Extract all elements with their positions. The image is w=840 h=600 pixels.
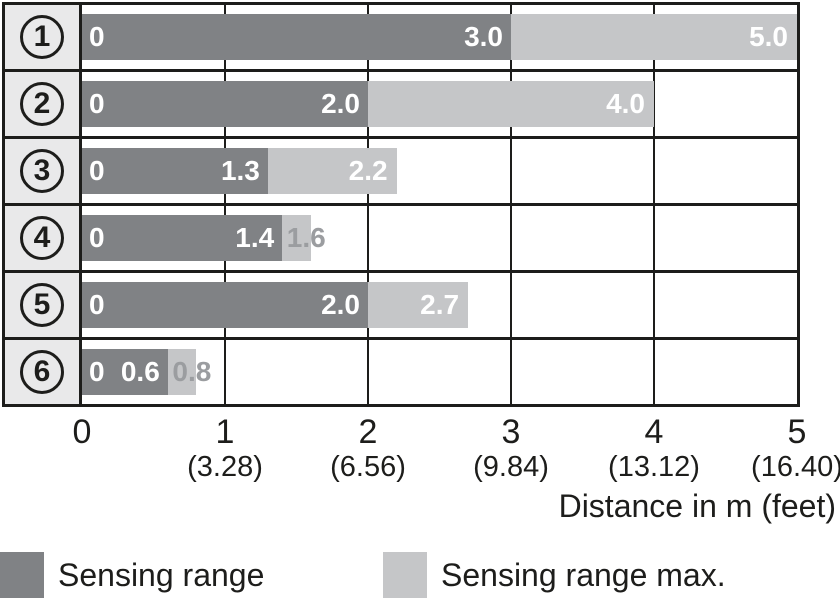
- circled-number: 3: [20, 149, 64, 193]
- x-tick: 4 (13.12): [608, 413, 700, 484]
- x-tick: 2 (6.56): [330, 413, 406, 484]
- max-value-label: 4.0: [606, 88, 645, 119]
- chart-row: 1 0 3.0 5.0: [5, 5, 797, 72]
- range-value-label: 0.6: [120, 356, 160, 387]
- gridline: [224, 340, 226, 404]
- sensing-range-segment: 0 1.3: [82, 148, 268, 194]
- row-number-badge: 6: [5, 340, 82, 404]
- tick-feet-label: (9.84): [473, 451, 549, 483]
- sensing-range-max-segment: 5.0: [511, 14, 797, 60]
- bar: 0 1.4 1.6: [82, 215, 797, 261]
- gridline: [510, 340, 512, 404]
- zero-label: 0: [89, 289, 105, 320]
- circled-number: 4: [20, 216, 64, 260]
- legend-swatch-dark: [0, 552, 44, 598]
- row-number-badge: 3: [5, 139, 82, 203]
- zero-label: 0: [89, 356, 105, 387]
- tick-feet-label: (13.12): [608, 451, 700, 483]
- chart-row: 5 0 2.0 2.7: [5, 273, 797, 340]
- gridline: [653, 139, 655, 203]
- max-value-label: 2.7: [420, 289, 460, 320]
- range-value-label: 1.3: [220, 155, 260, 186]
- gridline: [367, 340, 369, 404]
- sensing-range-segment: 0 1.4: [82, 215, 283, 261]
- tick-feet-label: (3.28): [187, 451, 263, 483]
- circled-number: 5: [20, 283, 64, 327]
- sensing-range-segment: 0 0.6: [82, 349, 168, 395]
- circled-number: 6: [20, 350, 64, 394]
- zero-label: 0: [89, 155, 105, 186]
- x-tick: 3 (9.84): [473, 413, 549, 484]
- legend-item-sensing-range-max: Sensing range max.: [383, 552, 726, 598]
- bar-area: 0 1.3 2.2: [82, 139, 797, 203]
- chart-row: 4 0 1.4 1.6: [5, 206, 797, 273]
- legend-item-sensing-range: Sensing range: [0, 552, 264, 598]
- sensing-range-segment: 0 2.0: [82, 81, 368, 127]
- x-tick: 1 (3.28): [187, 413, 263, 484]
- max-value-label: 0.8: [172, 356, 212, 387]
- zero-label: 0: [89, 88, 105, 119]
- sensing-range-max-segment: 4.0: [368, 81, 654, 127]
- tick-feet-label: (6.56): [330, 451, 406, 483]
- sensing-range-max-segment: 2.7: [368, 282, 469, 328]
- gridline: [510, 206, 512, 270]
- max-value-label: 1.6: [286, 222, 326, 253]
- circled-number: 2: [20, 82, 64, 126]
- sensing-range-max-segment: [167, 349, 197, 395]
- tick-meters-label: 3: [501, 413, 521, 451]
- sensing-range-segment: 0 3.0: [82, 14, 511, 60]
- zero-label: 0: [89, 222, 105, 253]
- row-number-badge: 5: [5, 273, 82, 337]
- bar: 0 0.6 0.8: [82, 349, 797, 395]
- max-value-label: 5.0: [749, 21, 788, 52]
- row-number-badge: 2: [5, 72, 82, 136]
- legend-label-sensing-range-max: Sensing range max.: [441, 556, 726, 593]
- bar-area: 0 2.0 4.0: [82, 72, 797, 136]
- legend-swatch-light: [383, 552, 427, 598]
- row-number-badge: 1: [5, 5, 82, 69]
- range-value-label: 2.0: [321, 88, 360, 119]
- circled-number: 1: [20, 15, 64, 59]
- x-tick: 0: [73, 413, 92, 451]
- gridline: [367, 206, 369, 270]
- gridline: [653, 72, 655, 136]
- bar-area: 0 0.6 0.8: [82, 340, 797, 404]
- sensing-range-segment: 0 2.0: [82, 282, 368, 328]
- legend-label-sensing-range: Sensing range: [58, 556, 265, 593]
- tick-meters-label: 4: [644, 413, 664, 451]
- tick-meters-label: 1: [215, 413, 235, 451]
- zero-label: 0: [89, 21, 105, 52]
- bar: 0 2.0 4.0: [82, 81, 797, 127]
- gridline: [653, 206, 655, 270]
- bar: 0 2.0 2.7: [82, 282, 797, 328]
- row-number-badge: 4: [5, 206, 82, 270]
- plot-area: 1 0 3.0 5.0 2 0 2.0 4.0 3 0 1.3 2.2 4 0 1.4 1.6 5 0 2.0 2.7…: [2, 2, 800, 407]
- sensing-range-max-segment: 2.2: [267, 148, 397, 194]
- bar: 0 3.0 5.0: [82, 14, 797, 60]
- bar-area: 0 1.4 1.6: [82, 206, 797, 270]
- tick-meters-label: 0: [72, 413, 92, 451]
- tick-feet-label: (16.40): [751, 451, 840, 483]
- gridline: [653, 273, 655, 337]
- bar-area: 0 3.0 5.0: [82, 5, 797, 69]
- x-axis-title: Distance in m (feet): [558, 488, 836, 524]
- gridline: [510, 139, 512, 203]
- chart-row: 3 0 1.3 2.2: [5, 139, 797, 206]
- bar-area: 0 2.0 2.7: [82, 273, 797, 337]
- chart-row: 6 0 0.6 0.8: [5, 340, 797, 404]
- chart-row: 2 0 2.0 4.0: [5, 72, 797, 139]
- gridline: [510, 273, 512, 337]
- x-tick: 5 (16.40): [751, 413, 840, 484]
- range-value-label: 1.4: [235, 222, 275, 253]
- x-axis: 0 1 (3.28) 2 (6.56) 3 (9.84) 4 (13.12) 5 (16.40): [73, 413, 840, 493]
- range-value-label: 3.0: [464, 21, 503, 52]
- gridline: [653, 340, 655, 404]
- tick-meters-label: 5: [787, 413, 807, 451]
- range-value-label: 2.0: [321, 289, 360, 320]
- max-value-label: 2.2: [348, 155, 388, 186]
- bar: 0 1.3 2.2: [82, 148, 797, 194]
- sensing-range-max-segment: [282, 215, 311, 261]
- tick-meters-label: 2: [358, 413, 378, 451]
